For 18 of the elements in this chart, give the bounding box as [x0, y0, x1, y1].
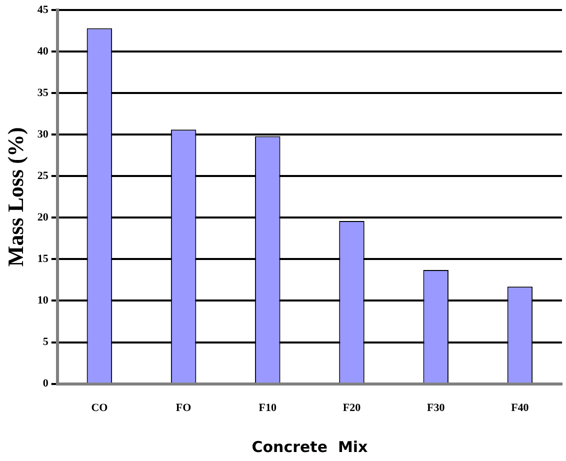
- x-tick-label: F40: [511, 402, 530, 414]
- x-tick-label: CO: [91, 402, 108, 414]
- y-tick-label: 40: [37, 45, 49, 58]
- x-tick-label: F10: [258, 402, 277, 414]
- y-tick-label: 20: [37, 212, 49, 224]
- y-tick-label: 5: [42, 336, 49, 348]
- x-tick-label: F20: [342, 402, 362, 414]
- y-axis-title: Mass Loss (%): [2, 127, 28, 267]
- x-tick-label: FO: [176, 402, 192, 414]
- x-tick-label: F30: [426, 402, 446, 414]
- x-axis-title: Concrete Mix: [252, 438, 368, 456]
- y-tick-label: 45: [37, 4, 49, 16]
- y-tick-label: 30: [37, 128, 49, 140]
- y-tick-label: 15: [37, 253, 49, 266]
- y-tick-label: 25: [37, 170, 49, 182]
- y-tick-label: 10: [37, 294, 49, 307]
- y-tick-label: 0: [42, 378, 49, 390]
- y-tick-label: 35: [37, 86, 49, 99]
